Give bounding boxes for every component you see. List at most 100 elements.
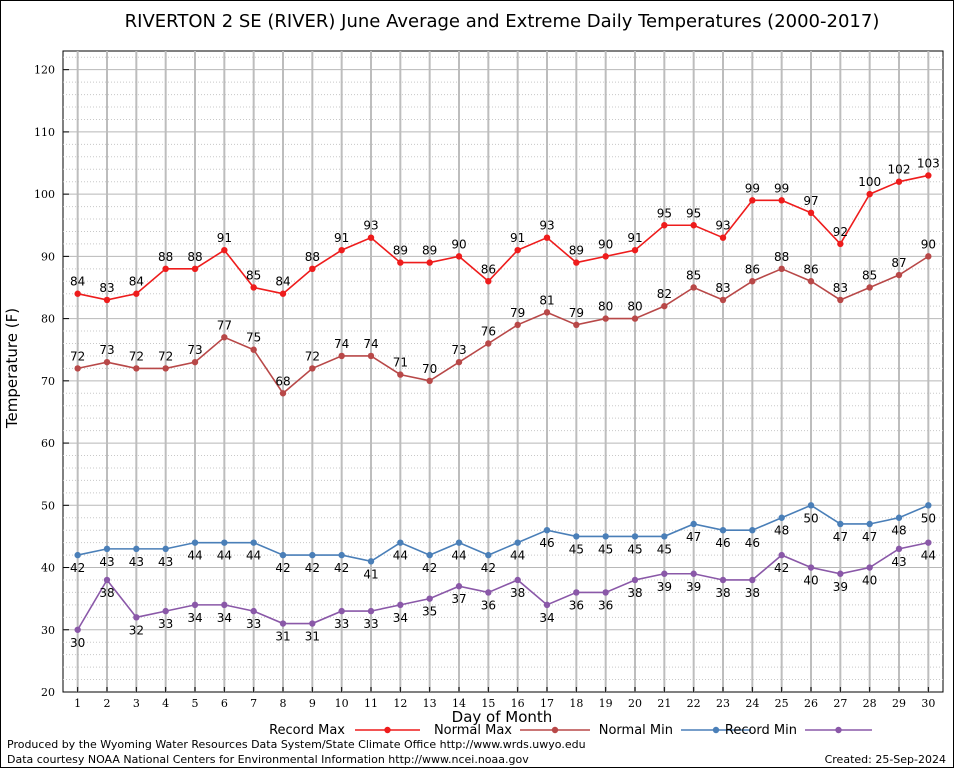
normal-min-point	[74, 551, 81, 559]
normal-min-data-label: 42	[275, 561, 290, 575]
record-min-point	[485, 589, 492, 596]
record-max-point	[719, 234, 727, 241]
record-max-point	[543, 234, 551, 241]
normal-max-point	[749, 278, 756, 285]
normal-min-point	[866, 520, 873, 528]
record-max-data-label: 95	[657, 206, 672, 220]
normal-min-point	[103, 545, 111, 553]
normal-max-data-label: 72	[70, 349, 85, 363]
record-max-line	[77, 174, 929, 301]
record-min-line	[76, 541, 929, 631]
normal-min-data-label: 46	[715, 536, 730, 550]
y-tick-label: 100	[34, 188, 55, 201]
normal-min-data-label: 45	[657, 542, 672, 556]
normal-max-data-label: 88	[774, 250, 789, 264]
x-tick-label: 22	[687, 697, 701, 710]
normal-min-data-label: 46	[539, 536, 554, 550]
normal-min-data-label: 48	[891, 524, 906, 538]
normal-max-data-label: 83	[833, 281, 848, 295]
record-min-point	[191, 601, 199, 609]
normal-min-point	[573, 533, 580, 540]
record-max-data-label: 83	[99, 281, 114, 295]
normal-max-point	[279, 390, 287, 397]
normal-min-point	[309, 551, 316, 559]
normal-min-point	[162, 545, 169, 553]
normal-min-point	[191, 539, 199, 546]
x-tick-label: 8	[280, 697, 287, 710]
legend-label-normal-max: Normal Max	[434, 723, 512, 738]
normal-max-data-label: 71	[393, 356, 408, 370]
x-tick-label: 2	[104, 697, 111, 710]
normal-max-point	[133, 365, 140, 372]
normal-min-point	[749, 526, 756, 534]
normal-min-data-label: 42	[422, 561, 437, 575]
record-min-data-label: 34	[539, 611, 554, 625]
record-min-data-label: 34	[393, 611, 408, 625]
normal-max-point	[426, 377, 433, 385]
record-min-data-label: 38	[510, 586, 525, 600]
normal-min-line	[77, 504, 929, 563]
record-max-data-label: 90	[598, 237, 613, 251]
record-min-data-label: 40	[803, 574, 818, 588]
x-tick-label: 23	[716, 697, 730, 710]
legend: Record Max Normal Max Normal Min Record Min	[269, 723, 872, 738]
record-max-data-label: 91	[217, 231, 232, 245]
record-max-point	[485, 278, 492, 285]
normal-max-data-label: 79	[569, 306, 584, 320]
x-tick-label: 11	[364, 697, 378, 710]
record-min-point	[397, 601, 404, 609]
record-max-data-label: 89	[422, 244, 437, 258]
normal-max-data-label: 86	[803, 262, 818, 276]
chart-title: RIVERTON 2 SE (RIVER) June Average and E…	[125, 11, 880, 32]
normal-min-data-label: 46	[745, 536, 760, 550]
record-max-data-label: 88	[158, 250, 173, 264]
normal-max-point	[866, 284, 873, 291]
record-max-point	[602, 253, 609, 260]
x-tick-label: 28	[863, 697, 877, 710]
normal-max-point	[778, 265, 785, 273]
record-min-point	[279, 620, 287, 627]
record-max-data-label: 102	[888, 163, 911, 177]
record-max-point	[807, 209, 815, 217]
normal-max-data-label: 72	[129, 349, 144, 363]
normal-max-point	[690, 284, 697, 291]
x-tick-label: 15	[481, 697, 495, 710]
x-axis-label: Day of Month	[452, 708, 553, 726]
record-min-data-label: 33	[158, 617, 173, 631]
record-min-data-label: 39	[833, 580, 848, 594]
normal-min-data-label: 50	[921, 511, 936, 525]
record-max-point	[455, 253, 463, 260]
record-max-point	[661, 222, 668, 229]
record-min-point	[543, 601, 551, 609]
y-tick-label: 60	[41, 437, 55, 450]
record-min-point	[895, 545, 903, 553]
normal-min-point	[426, 551, 433, 559]
normal-max-point	[162, 365, 169, 372]
x-tick-label: 4	[162, 697, 169, 710]
x-tick-label: 26	[804, 697, 818, 710]
x-tick-label: 13	[423, 697, 437, 710]
record-max-data-label: 99	[745, 181, 760, 195]
record-max-point	[309, 265, 316, 273]
normal-min-point	[925, 502, 932, 509]
normal-min-data-label: 45	[627, 542, 642, 556]
normal-min-series: 42 43 43 43 44 44 44 42 42 42 41 44 42 44 42 44 46 45 45 45…	[70, 502, 936, 581]
normal-min-data-label: 48	[774, 524, 789, 538]
x-tick-label: 21	[657, 697, 671, 710]
normal-max-data-label: 80	[627, 300, 642, 314]
normal-max-point	[367, 352, 375, 360]
record-min-data-label: 34	[217, 611, 232, 625]
normal-max-point	[338, 352, 345, 360]
normal-min-data-label: 44	[217, 549, 232, 563]
normal-min-data-label: 42	[70, 561, 85, 575]
legend-label-record-min: Record Min	[725, 723, 797, 738]
record-min-data-label: 38	[715, 586, 730, 600]
record-max-point	[74, 290, 81, 297]
record-min-point	[719, 576, 727, 584]
record-max-point	[250, 284, 257, 291]
x-tick-label: 14	[452, 697, 466, 710]
normal-min-data-label: 44	[187, 549, 202, 563]
normal-max-data-label: 77	[217, 318, 232, 332]
x-tick-label: 30	[921, 697, 935, 710]
